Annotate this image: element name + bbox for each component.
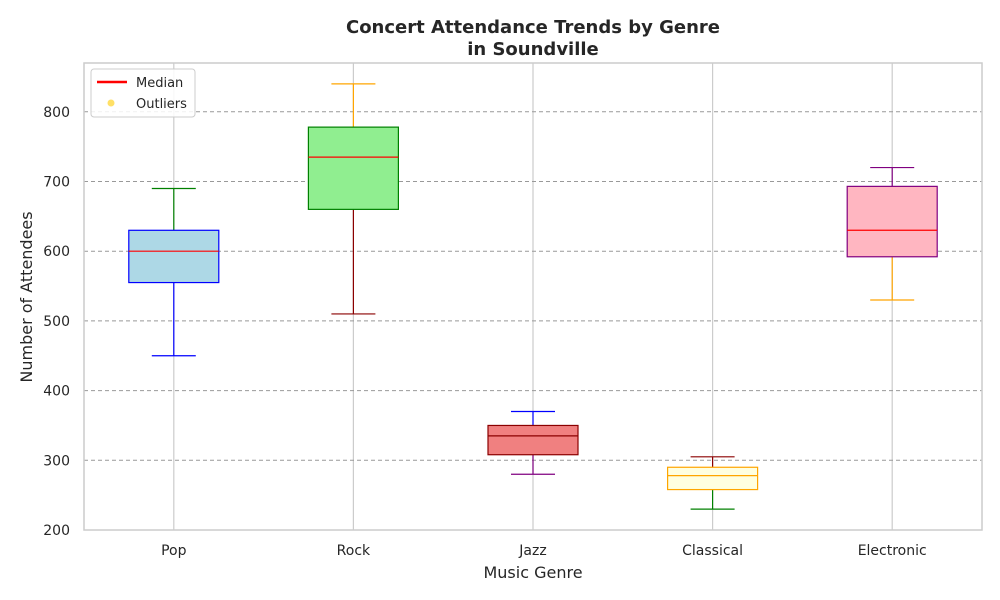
y-tick-label: 600 — [43, 244, 70, 260]
box-jazz — [487, 410, 579, 475]
y-axis-label: Number of Attendees — [17, 211, 36, 382]
y-tick-label: 800 — [43, 105, 70, 121]
x-tick-label: Jazz — [518, 543, 546, 559]
legend: Median Outliers — [90, 68, 196, 118]
iqr-box — [846, 185, 938, 258]
box-classical — [666, 456, 759, 510]
y-tick-label: 500 — [43, 314, 70, 330]
legend-outliers-label: Outliers — [136, 97, 187, 112]
chart-subtitle: in Soundville — [467, 39, 599, 60]
boxes — [128, 83, 938, 510]
box-electronic — [846, 166, 938, 301]
box-pop — [128, 187, 220, 357]
legend-outliers-swatch — [107, 99, 115, 107]
x-tick-label: Electronic — [858, 543, 927, 559]
x-tick-label: Classical — [682, 543, 743, 559]
box-rock — [307, 83, 399, 315]
iqr-box — [307, 126, 399, 210]
y-tick-label: 300 — [43, 453, 70, 469]
y-tick-label: 700 — [43, 174, 70, 190]
iqr-box — [487, 424, 579, 456]
y-tick-label: 400 — [43, 384, 70, 400]
x-tick-label: Rock — [337, 543, 371, 559]
legend-median-label: Median — [136, 76, 183, 91]
chart-title: Concert Attendance Trends by Genre — [346, 17, 720, 38]
plot-frame — [83, 62, 983, 531]
x-tick-label: Pop — [161, 543, 187, 559]
x-axis-label: Music Genre — [483, 563, 582, 582]
tick-labels: Pop Rock Jazz Classical Electronic 200 300 400 5… — [43, 105, 926, 559]
iqr-box — [666, 466, 759, 491]
y-tick-label: 200 — [43, 523, 70, 539]
iqr-box — [128, 229, 220, 284]
